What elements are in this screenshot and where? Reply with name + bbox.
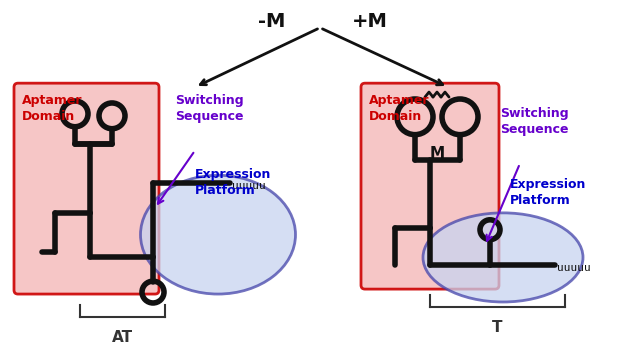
Text: Expression
Platform: Expression Platform	[510, 178, 586, 207]
Text: AT: AT	[111, 330, 132, 345]
Text: -M: -M	[259, 12, 285, 31]
Text: Aptamer
Domain: Aptamer Domain	[22, 94, 83, 123]
Text: Switching
Sequence: Switching Sequence	[500, 107, 568, 136]
Ellipse shape	[141, 175, 296, 294]
FancyBboxPatch shape	[14, 83, 159, 294]
Text: +M: +M	[352, 12, 388, 31]
Text: M: M	[430, 146, 445, 161]
Text: Aptamer
Domain: Aptamer Domain	[369, 94, 429, 123]
Text: Expression
Platform: Expression Platform	[195, 168, 271, 197]
FancyBboxPatch shape	[361, 83, 499, 289]
Text: Switching
Sequence: Switching Sequence	[175, 94, 244, 123]
Text: T: T	[492, 320, 503, 335]
Text: uuuuu: uuuuu	[557, 263, 591, 273]
Ellipse shape	[423, 213, 583, 302]
Text: uuuuu: uuuuu	[232, 181, 266, 191]
